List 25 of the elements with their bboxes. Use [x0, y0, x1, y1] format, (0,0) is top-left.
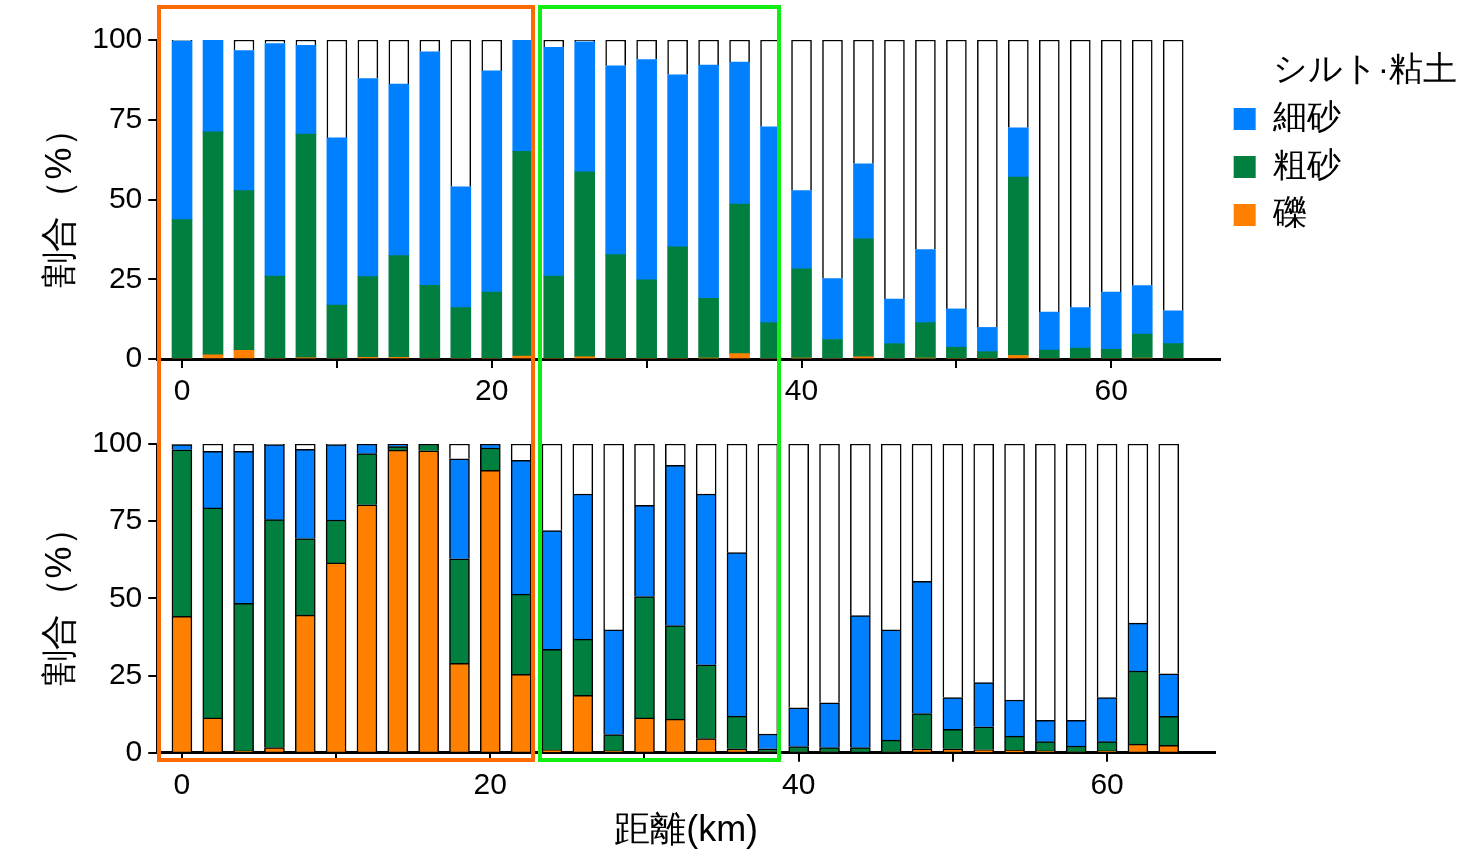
legend-label: 細砂	[1271, 97, 1341, 136]
y-tick-label: 0	[125, 734, 143, 768]
y-tick-label: 50	[108, 579, 143, 613]
y-axis-title: 割合（%）	[37, 111, 79, 288]
y-tick-label: 100	[92, 425, 143, 459]
y-tick-label: 25	[108, 656, 143, 690]
x-tick-label: 40	[784, 373, 819, 407]
x-tick-label: 20	[473, 767, 507, 801]
y-tick-label: 75	[108, 502, 143, 536]
y-tick-label: 25	[108, 260, 143, 294]
legend-label: 粗砂	[1272, 145, 1341, 184]
x-tick-label: 40	[782, 767, 816, 801]
x-tick-label: 60	[1094, 373, 1128, 407]
x-tick-label: 0	[173, 767, 191, 801]
x-axis-title: 距離(km)	[614, 808, 759, 850]
x-tick-label: 20	[475, 373, 509, 407]
y-tick-label: 100	[92, 21, 143, 55]
x-tick-label: 60	[1090, 767, 1124, 801]
y-tick-label: 75	[108, 101, 143, 135]
y-axis-title: 割合（%）	[37, 510, 79, 687]
legend-label: 礫	[1271, 193, 1307, 232]
y-tick-label: 0	[125, 340, 143, 374]
text: シルト·粘土	[1272, 49, 1458, 88]
x-tick-label: 0	[173, 373, 191, 407]
y-tick-label: 50	[108, 180, 143, 214]
